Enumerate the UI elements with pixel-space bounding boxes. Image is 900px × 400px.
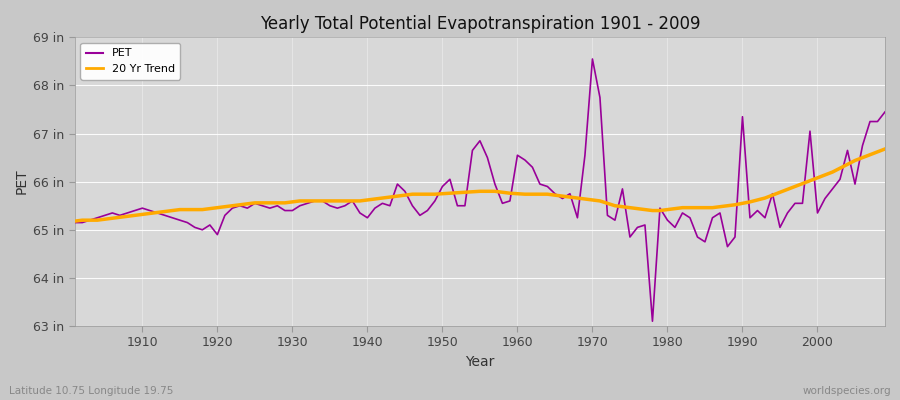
20 Yr Trend	[69, 219, 80, 224]
PET	[512, 153, 523, 158]
PET	[339, 203, 350, 208]
X-axis label: Year: Year	[465, 355, 495, 369]
20 Yr Trend	[505, 191, 516, 196]
PET	[505, 198, 516, 203]
20 Yr Trend	[512, 191, 523, 196]
Text: Latitude 10.75 Longitude 19.75: Latitude 10.75 Longitude 19.75	[9, 386, 174, 396]
PET	[609, 218, 620, 222]
PET	[879, 110, 890, 114]
Text: worldspecies.org: worldspecies.org	[803, 386, 891, 396]
PET	[69, 220, 80, 225]
PET	[130, 208, 140, 213]
PET	[647, 319, 658, 324]
Line: 20 Yr Trend: 20 Yr Trend	[75, 149, 885, 221]
Legend: PET, 20 Yr Trend: PET, 20 Yr Trend	[80, 43, 180, 80]
Title: Yearly Total Potential Evapotranspiration 1901 - 2009: Yearly Total Potential Evapotranspiratio…	[260, 15, 700, 33]
Line: PET: PET	[75, 59, 885, 321]
PET	[587, 56, 598, 61]
20 Yr Trend	[879, 146, 890, 151]
Y-axis label: PET: PET	[15, 169, 29, 194]
20 Yr Trend	[602, 201, 613, 206]
PET	[294, 203, 305, 208]
20 Yr Trend	[339, 198, 350, 203]
20 Yr Trend	[294, 198, 305, 203]
20 Yr Trend	[130, 213, 140, 218]
